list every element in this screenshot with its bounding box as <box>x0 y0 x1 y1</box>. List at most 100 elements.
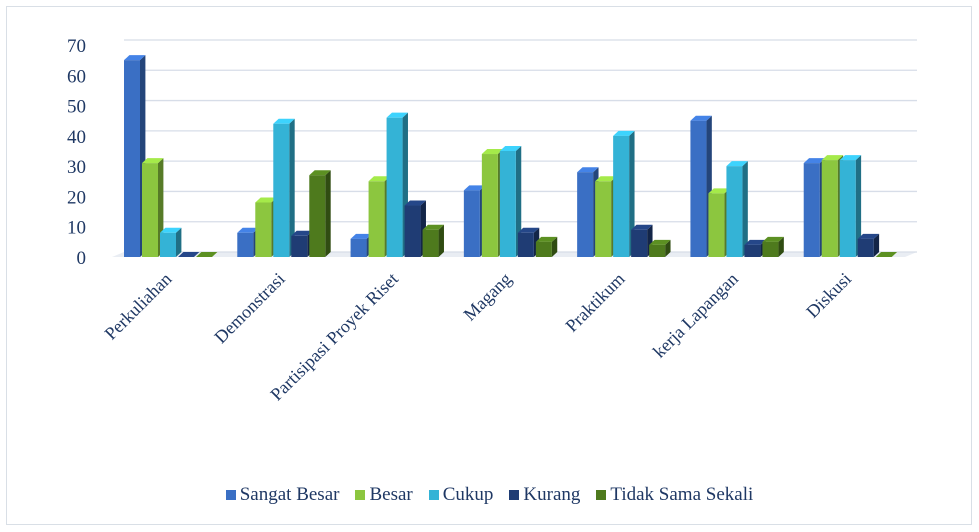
bar <box>762 236 784 257</box>
x-category-label: Praktikum <box>561 269 628 336</box>
bar-side <box>778 236 784 257</box>
legend-item: Cukup <box>428 484 494 506</box>
bar-top <box>762 236 784 242</box>
bar-top <box>708 188 730 194</box>
bar-front <box>803 163 820 257</box>
bar-side <box>665 239 671 257</box>
bar <box>273 118 295 257</box>
x-category-label: Demonstrasi <box>210 269 288 347</box>
bar-side <box>289 118 295 257</box>
bar <box>875 252 898 257</box>
bar <box>690 115 712 257</box>
legend-label: Kurang <box>523 484 581 505</box>
x-category-label: Perkuliahan <box>101 269 176 344</box>
x-category-label: Diskusi <box>802 269 855 322</box>
bar-top <box>744 239 766 245</box>
bar <box>839 155 862 257</box>
bar-side <box>629 130 635 257</box>
y-tick-label: 30 <box>67 157 86 178</box>
y-tick-label: 50 <box>67 97 86 118</box>
bar-front <box>857 238 874 257</box>
legend-label: Sangat Besar <box>239 484 340 505</box>
bar-top <box>535 236 558 242</box>
bar-front <box>309 175 326 257</box>
y-tick-label: 60 <box>67 66 86 87</box>
bar-front <box>255 202 272 257</box>
bar-front <box>481 154 498 257</box>
bar-front <box>499 151 516 257</box>
bar-top <box>481 149 504 155</box>
y-tick-label: 40 <box>67 127 86 148</box>
y-tick-label: 10 <box>67 218 86 239</box>
legend-swatch <box>596 490 607 500</box>
bar <box>309 170 331 257</box>
bar-front <box>631 229 648 257</box>
bar-top <box>160 227 182 233</box>
x-category-label: kerja Lapangan <box>649 269 742 362</box>
legend-swatch <box>225 490 236 500</box>
bar-front <box>613 135 630 257</box>
y-tick-label: 0 <box>77 248 87 269</box>
bar-front <box>124 60 140 258</box>
bar-front <box>368 181 385 257</box>
bar <box>404 200 426 257</box>
bar-side <box>551 236 558 257</box>
bar-top <box>142 158 164 164</box>
bar-top <box>350 233 372 239</box>
bar-front <box>291 235 308 257</box>
bar-top <box>463 185 486 191</box>
bar-front <box>690 120 707 257</box>
bar <box>499 146 522 257</box>
bar-front <box>708 193 725 257</box>
bar-side <box>438 224 444 257</box>
bar-top <box>690 115 712 121</box>
bar-top <box>178 252 200 257</box>
bar-top <box>196 252 218 257</box>
x-category-label: Magang <box>459 269 515 325</box>
bar-front <box>535 241 552 257</box>
bar <box>386 112 408 257</box>
bar-top <box>875 252 898 257</box>
legend-swatch <box>428 490 439 500</box>
bar-side <box>873 233 880 257</box>
x-category-label: Partisipasi Proyek Riset <box>266 269 402 405</box>
bar-front <box>463 190 480 257</box>
bar-front <box>821 160 838 257</box>
legend-item: Tidak Sama Sekali <box>596 484 753 506</box>
bar-top <box>577 167 599 173</box>
bar-top <box>273 118 295 124</box>
bar-front <box>517 232 534 257</box>
legend-label: Tidak Sama Sekali <box>610 484 754 505</box>
y-tick-label: 70 <box>67 36 86 57</box>
bar-top <box>631 224 653 230</box>
legend-item: Besar <box>355 484 413 506</box>
bar-side <box>855 155 862 257</box>
legend-label: Cukup <box>442 484 494 505</box>
bar-top <box>517 227 540 233</box>
bar-top <box>857 233 880 239</box>
bar-front <box>422 229 439 257</box>
bar-front <box>577 172 594 257</box>
bar <box>422 224 444 257</box>
chart-legend: Sangat Besar Besar Cukup Kurang Tidak Sama S… <box>0 484 979 506</box>
bar-top <box>237 227 259 233</box>
bar-front <box>160 232 176 257</box>
bar-top <box>499 146 522 151</box>
bar-side <box>742 161 748 257</box>
bar-front <box>762 241 779 257</box>
bar-top <box>368 176 390 182</box>
bar <box>178 252 200 257</box>
legend-label: Besar <box>369 484 413 505</box>
bar <box>613 130 635 257</box>
y-tick-label: 20 <box>67 187 86 208</box>
bar-front <box>649 244 666 257</box>
bar <box>196 252 218 257</box>
legend-item: Kurang <box>509 484 580 506</box>
bar <box>535 236 558 257</box>
bar-chart: 0 10 20 30 40 50 60 70 Perkuliahan DemonstrasiPar… <box>67 36 917 405</box>
bar <box>857 233 880 257</box>
bar-front <box>839 160 856 257</box>
bar-top <box>839 155 862 161</box>
chart-frame <box>6 6 972 525</box>
bar-front <box>595 181 612 257</box>
